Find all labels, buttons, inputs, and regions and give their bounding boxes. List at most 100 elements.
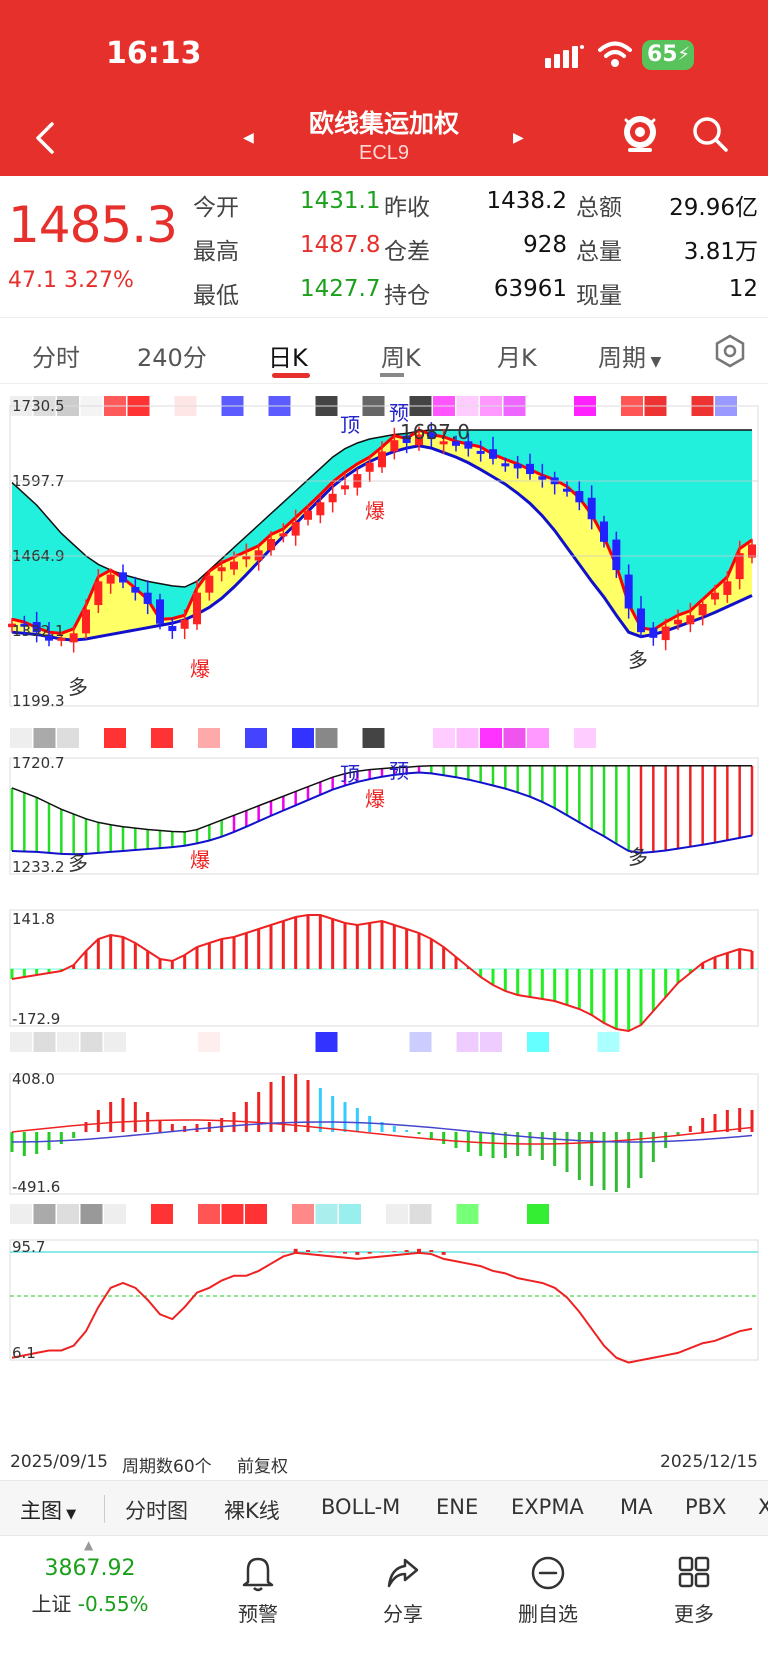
sub1-lower-line <box>11 771 753 856</box>
settings-hex-icon[interactable] <box>712 333 748 369</box>
legend-chip <box>245 1204 267 1224</box>
active-tab-indicator <box>272 373 310 378</box>
sub2-panel-frame <box>9 909 759 1027</box>
tab-monthly-k[interactable]: 月K <box>497 344 537 372</box>
legend-chip <box>362 1204 385 1224</box>
prev-instrument-icon[interactable]: ◀ <box>243 130 254 146</box>
back-arrow-icon[interactable] <box>30 118 60 158</box>
peak-price-label: 1687.0 <box>400 420 470 444</box>
candle-body <box>748 544 756 558</box>
candle-body <box>464 441 473 449</box>
candle-body <box>180 619 189 629</box>
y-tick-label: 408.0 <box>12 1070 55 1088</box>
legend-chip <box>127 1204 150 1224</box>
legend-chip <box>104 1032 126 1052</box>
candle-body <box>661 626 670 641</box>
legend-chip <box>57 1032 79 1052</box>
index-change: -0.55% <box>77 1592 149 1616</box>
tab-period[interactable]: 周期 ▼ <box>598 338 661 373</box>
period-tabs: 分时 240分 日K 周K 月K 周期 ▼ <box>0 318 768 384</box>
legend-chip <box>174 1032 197 1052</box>
share-button[interactable]: 分享 <box>333 1546 473 1636</box>
quote-label: 仓差 <box>384 239 430 265</box>
legend-chip <box>386 728 408 748</box>
candle-body <box>242 555 251 560</box>
search-icon[interactable] <box>690 114 730 154</box>
legend-chip <box>151 1204 173 1224</box>
candle-body <box>119 572 127 583</box>
y-tick-label: -172.9 <box>12 1010 60 1028</box>
signal-long-label: 多 <box>628 648 648 672</box>
remove-favorite-button[interactable]: 删自选 <box>478 1546 618 1636</box>
candle-body <box>205 575 214 593</box>
candle-body <box>131 587 140 593</box>
legend-chip <box>80 728 103 748</box>
legend-chip <box>315 1204 338 1224</box>
indicator-ene[interactable]: ENE <box>436 1495 479 1519</box>
legend-chip <box>245 728 267 748</box>
legend-chip <box>433 1032 455 1052</box>
candle-body <box>600 521 608 542</box>
tab-timeshare[interactable]: 分时 <box>32 344 80 372</box>
indicator-main[interactable]: 主图 ▼ <box>20 1495 76 1525</box>
legend-chip <box>57 728 79 748</box>
legend-chip <box>362 728 385 748</box>
legend-chip <box>174 728 197 748</box>
period-count: 周期数60个 <box>122 1457 212 1477</box>
legend-chip <box>503 1032 526 1052</box>
legend-chip <box>127 728 150 748</box>
legend-chip <box>480 728 502 748</box>
legend-chip <box>57 1204 79 1224</box>
legend-chip <box>574 1032 596 1052</box>
alert-button[interactable]: 预警 <box>188 1546 328 1636</box>
legend-chip <box>268 1032 291 1052</box>
quote-value: 1438.2 <box>486 188 567 214</box>
indicator-x[interactable]: X <box>758 1495 768 1519</box>
candle-body <box>686 615 695 625</box>
indicator-pbx[interactable]: PBX <box>685 1495 727 1519</box>
more-button[interactable]: 更多 <box>624 1546 764 1636</box>
candle-body <box>649 627 658 638</box>
candle-body <box>230 561 238 570</box>
candle-body <box>193 592 201 625</box>
candle-body <box>476 450 485 454</box>
legend-chip <box>480 1204 502 1224</box>
bottom-bar: ▲ 3867.92 上证 -0.55% 预警 分享 删自选 更多 <box>0 1536 768 1670</box>
adjust-mode: 前复权 <box>237 1457 288 1477</box>
instrument-title: 欧线集运加权 <box>308 109 459 138</box>
legend-chip <box>315 728 338 748</box>
signal-burst-label: 爆 <box>190 657 210 681</box>
legend-chip <box>80 1204 103 1224</box>
tab-weekly-k[interactable]: 周K <box>381 344 421 372</box>
dropdown-caret-icon: ▼ <box>62 1507 77 1522</box>
indicator-boll[interactable]: BOLL-M <box>321 1495 401 1519</box>
next-instrument-icon[interactable]: ▶ <box>513 130 524 146</box>
remove-favorite-label: 删自选 <box>518 1602 578 1626</box>
legend-chip <box>10 1032 32 1052</box>
indicator-ma[interactable]: MA <box>620 1495 653 1519</box>
robot-assistant-icon[interactable] <box>620 112 660 156</box>
indicator-timeshare[interactable]: 分时图 <box>125 1499 188 1523</box>
candle-body <box>575 490 584 503</box>
tab-daily-k[interactable]: 日K <box>268 344 308 372</box>
minus-circle-icon <box>531 1556 565 1590</box>
legend-chip <box>151 1032 173 1052</box>
candle-body <box>563 488 571 492</box>
bell-icon <box>242 1557 274 1592</box>
index-value[interactable]: 3867.92 <box>44 1556 136 1581</box>
tab-240min[interactable]: 240分 <box>137 344 207 372</box>
signal-long-label: 多 <box>68 675 88 699</box>
legend-chip <box>456 728 479 748</box>
index-summary[interactable]: 上证 -0.55% <box>0 1588 180 1617</box>
signal-burst-label: 爆 <box>365 499 385 523</box>
candle-body <box>674 619 682 625</box>
candle-body <box>168 625 177 632</box>
quote-value: 928 <box>523 232 567 258</box>
indicator-expma[interactable]: EXPMA <box>511 1495 584 1519</box>
legend-chip <box>268 1204 291 1224</box>
indicator-bare-k[interactable]: 裸K线 <box>224 1499 280 1523</box>
more-label: 更多 <box>674 1602 714 1626</box>
candle-body <box>723 581 732 595</box>
candle-body <box>415 434 423 446</box>
